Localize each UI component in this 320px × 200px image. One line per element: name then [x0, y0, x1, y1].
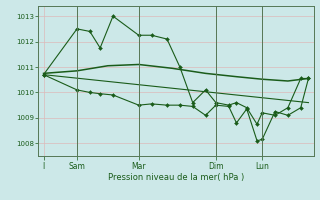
X-axis label: Pression niveau de la mer( hPa ): Pression niveau de la mer( hPa ) — [108, 173, 244, 182]
